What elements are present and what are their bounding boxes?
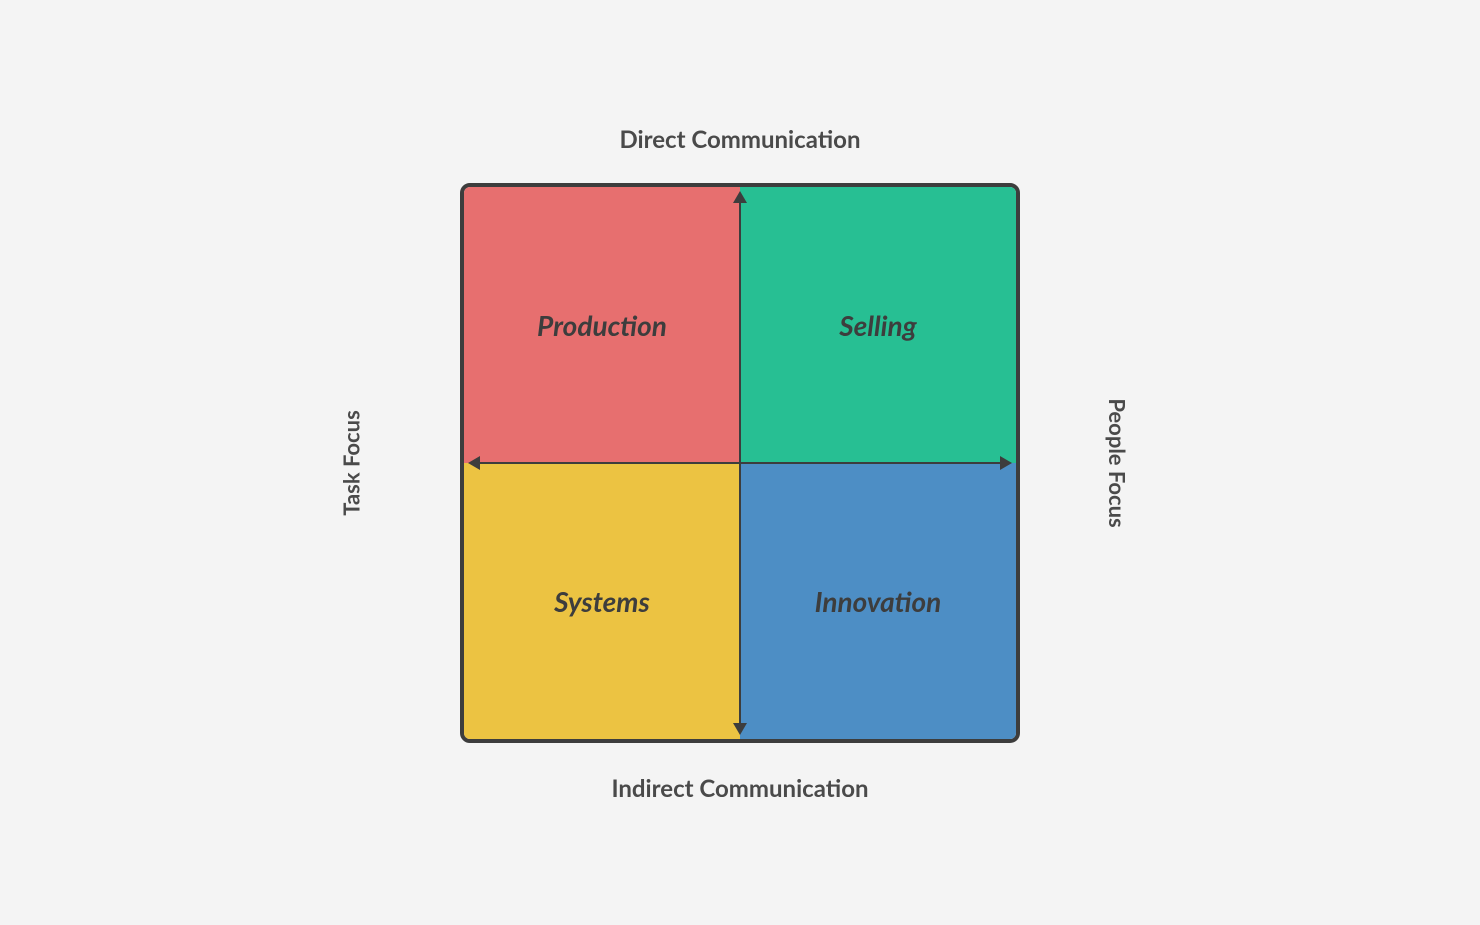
axis-horizontal-line [470, 462, 1010, 464]
quadrant-label-top-left: Production [537, 308, 667, 342]
quadrant-bottom-left: Systems [464, 463, 740, 739]
axis-label-right: People Focus [1104, 398, 1131, 527]
axis-label-bottom: Indirect Communication [611, 774, 868, 803]
axis-label-top: Direct Communication [619, 125, 860, 154]
arrow-right-icon [1000, 456, 1012, 470]
quadrant-bottom-right: Innovation [740, 463, 1016, 739]
arrow-up-icon [733, 191, 747, 203]
arrow-down-icon [733, 723, 747, 735]
quadrant-diagram: Direct Communication Indirect Communicat… [360, 183, 1120, 743]
quadrant-top-right: Selling [740, 187, 1016, 463]
quadrant-label-bottom-left: Systems [554, 584, 650, 618]
axis-label-left: Task Focus [337, 410, 364, 516]
matrix-frame: Production Selling Systems Innovation [460, 183, 1020, 743]
quadrant-top-left: Production [464, 187, 740, 463]
arrow-left-icon [468, 456, 480, 470]
quadrant-label-top-right: Selling [839, 308, 916, 342]
quadrant-label-bottom-right: Innovation [815, 584, 942, 618]
